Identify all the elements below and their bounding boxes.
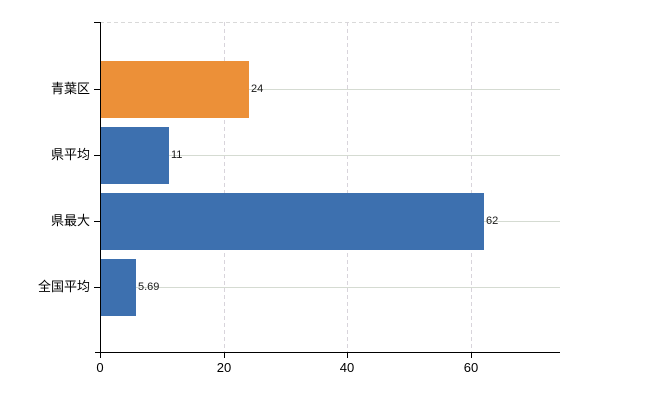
category-label: 青葉区 xyxy=(50,81,90,96)
v-gridline xyxy=(347,22,348,352)
category-tick xyxy=(94,155,100,156)
bar-全国平均 xyxy=(101,259,136,316)
x-axis-line xyxy=(95,352,560,353)
bar-value-label: 5.69 xyxy=(138,281,160,293)
x-tick-label: 0 xyxy=(96,360,104,375)
bar-県平均 xyxy=(101,127,169,184)
h-gridline xyxy=(100,155,560,156)
v-gridline xyxy=(224,22,225,352)
y-axis-line xyxy=(100,22,101,353)
y-axis-top-tick xyxy=(94,22,100,23)
x-tick xyxy=(100,352,101,358)
x-tick xyxy=(224,352,225,358)
category-label: 全国平均 xyxy=(37,279,90,294)
category-label: 県平均 xyxy=(50,147,90,162)
bar-県最大 xyxy=(101,193,484,250)
x-tick xyxy=(347,352,348,358)
category-tick xyxy=(94,89,100,90)
bar-value-label: 62 xyxy=(486,215,499,227)
plot-top-border xyxy=(100,22,560,23)
category-label: 県最大 xyxy=(50,213,90,228)
h-gridline xyxy=(100,89,560,90)
category-tick xyxy=(94,287,100,288)
x-tick-label: 20 xyxy=(216,360,232,375)
bar-青葉区 xyxy=(101,61,249,118)
category-tick xyxy=(94,221,100,222)
h-gridline xyxy=(100,287,560,288)
v-gridline xyxy=(471,22,472,352)
x-tick-label: 40 xyxy=(339,360,355,375)
x-tick-label: 60 xyxy=(463,360,479,375)
bar-value-label: 24 xyxy=(251,83,264,95)
bar-value-label: 11 xyxy=(171,149,183,161)
x-tick xyxy=(471,352,472,358)
